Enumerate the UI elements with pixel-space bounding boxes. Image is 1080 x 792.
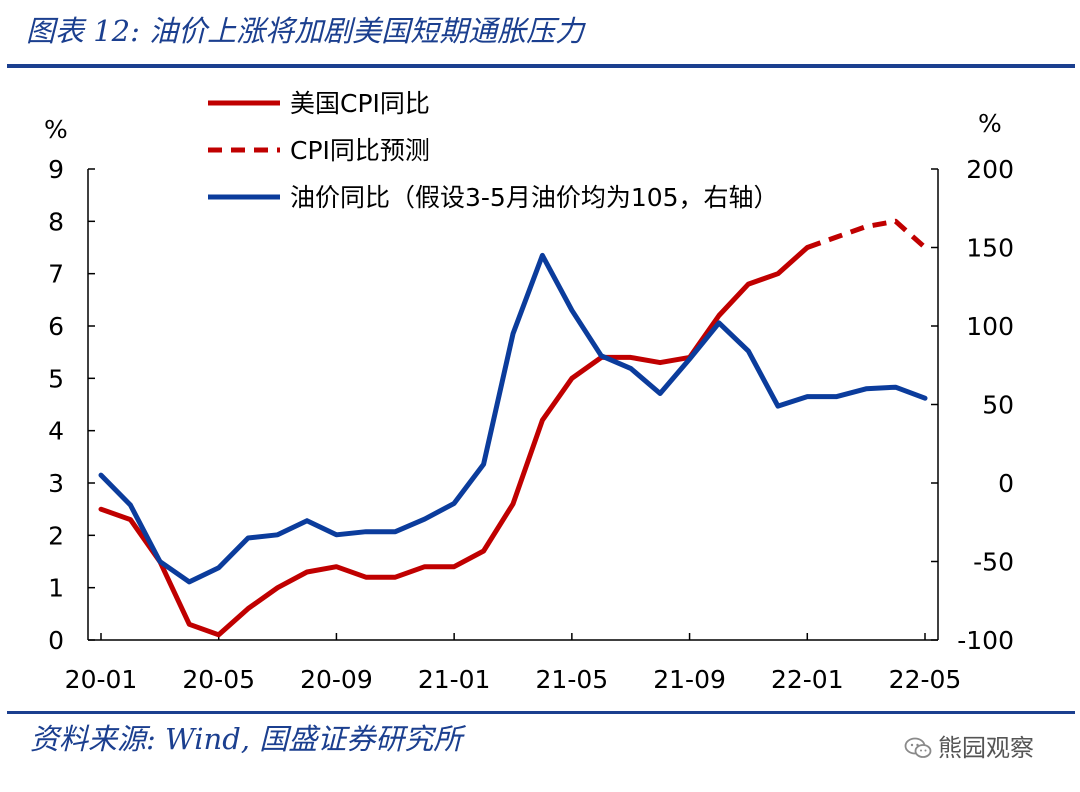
legend-label-0: 美国CPI同比 bbox=[290, 89, 430, 118]
source-note: 资料来源: Wind, 国盛证券研究所 bbox=[30, 722, 463, 756]
y-right-tick-label: -50 bbox=[973, 548, 1014, 577]
x-tick-label: 21-09 bbox=[653, 665, 726, 694]
y-left-tick-label: 7 bbox=[48, 260, 64, 289]
line-chart: 0 1 2 3 4 5 6 7 8 9% -100 -50 0 50 100 150 200% 20-01 20-0… bbox=[44, 89, 1014, 694]
x-tick-label: 20-09 bbox=[300, 665, 373, 694]
x-tick-label: 22-01 bbox=[771, 665, 844, 694]
y-left-tick-label: 8 bbox=[48, 207, 64, 236]
y-left-tick-label: 2 bbox=[48, 521, 64, 550]
y-right-tick-label: 50 bbox=[982, 391, 1014, 420]
x-tick-label: 21-01 bbox=[418, 665, 491, 694]
x-tick-label: 20-05 bbox=[182, 665, 255, 694]
chart-title: 图表 12: 油价上涨将加剧美国短期通胀压力 bbox=[26, 14, 585, 48]
series-line-1 bbox=[806, 218, 927, 250]
x-tick-label: 21-05 bbox=[536, 665, 609, 694]
wechat-icon bbox=[904, 737, 932, 759]
y-right-tick-label: 0 bbox=[998, 469, 1014, 498]
footer-divider bbox=[7, 711, 1075, 714]
legend-label-1: CPI同比预测 bbox=[290, 136, 430, 165]
y-left-tick-label: 6 bbox=[48, 312, 64, 341]
y-left-tick-label: 9 bbox=[48, 155, 64, 184]
title-divider bbox=[7, 64, 1075, 68]
x-tick-label: 20-01 bbox=[65, 665, 138, 694]
y-left-tick-label: 0 bbox=[48, 626, 64, 655]
x-tick-label: 22-05 bbox=[889, 665, 962, 694]
series-line-0 bbox=[98, 245, 810, 638]
y-left-tick-label: 4 bbox=[48, 417, 64, 446]
y-right-tick-label: -100 bbox=[957, 626, 1014, 655]
y-right-tick-label: 100 bbox=[966, 312, 1014, 341]
y-right-axis-label: % bbox=[978, 109, 1002, 138]
chart-axes: 0 1 2 3 4 5 6 7 8 9% -100 -50 0 50 100 150 200% 20-01 20-0… bbox=[44, 109, 1014, 694]
y-right-tick-label: 200 bbox=[966, 155, 1014, 184]
legend-label-2: 油价同比（假设3-5月油价均为105，右轴） bbox=[290, 183, 779, 212]
y-left-tick-label: 1 bbox=[48, 574, 64, 603]
y-left-tick-label: 3 bbox=[48, 469, 64, 498]
y-right-tick-label: 150 bbox=[966, 234, 1014, 263]
y-left-axis-label: % bbox=[44, 115, 68, 144]
y-left-tick-label: 5 bbox=[48, 364, 64, 393]
chart-series bbox=[98, 218, 928, 638]
watermark-text: 熊园观察 bbox=[938, 734, 1034, 762]
series-line-2 bbox=[98, 252, 928, 585]
watermark: 熊园观察 bbox=[904, 728, 1034, 763]
